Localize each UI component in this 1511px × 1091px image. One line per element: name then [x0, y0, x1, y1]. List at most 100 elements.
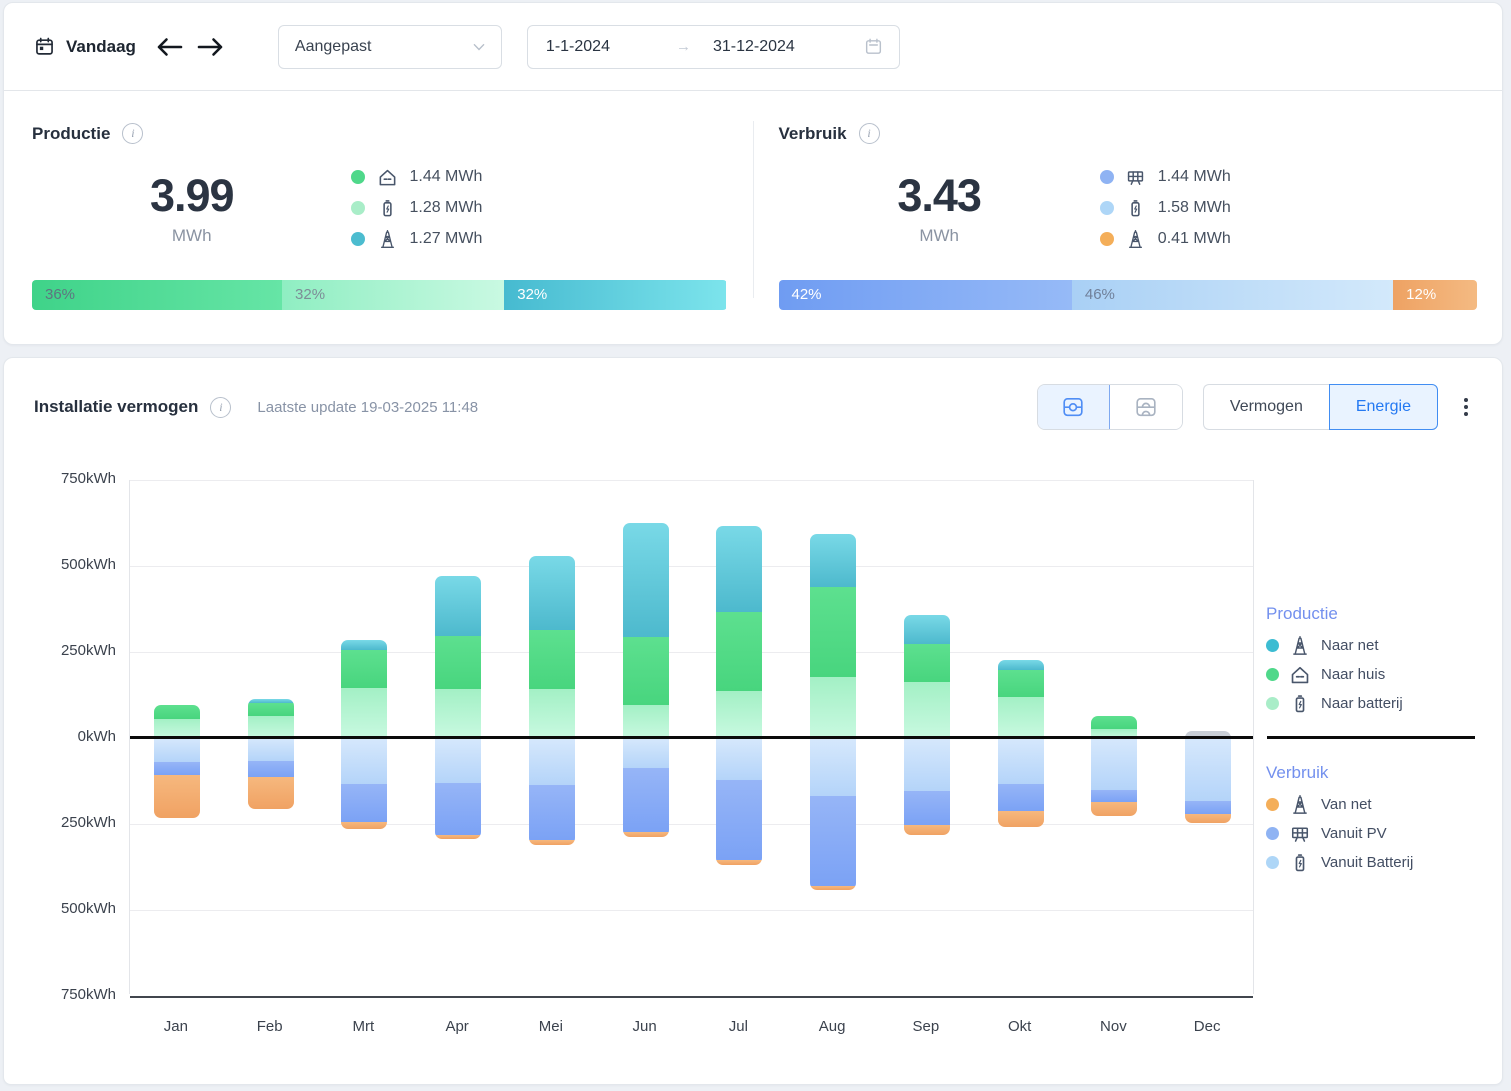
bar-segment-naar_net[interactable] [810, 534, 856, 587]
bar-segment-vanuit_pv[interactable] [435, 783, 481, 835]
vermogen-button[interactable]: Vermogen [1203, 384, 1329, 430]
bar-segment-naar_huis[interactable] [716, 612, 762, 691]
legend-item-naar-huis[interactable]: Naar huis [1266, 660, 1481, 689]
bar-segment-naar_huis[interactable] [248, 703, 294, 716]
bar-segment-vanuit_pv[interactable] [154, 762, 200, 775]
legend-item-vanuit-batterij[interactable]: Vanuit Batterij [1266, 848, 1481, 877]
date-range-picker[interactable]: 1-1-2024 → 31-12-2024 [527, 25, 900, 69]
info-icon[interactable]: i [859, 123, 880, 144]
consumption-bar-jun[interactable] [623, 738, 669, 837]
bar-segment-naar_net[interactable] [529, 556, 575, 631]
bar-segment-vanuit_pv[interactable] [904, 791, 950, 825]
bar-segment-vanuit_batterij[interactable] [810, 738, 856, 796]
bar-segment-vanuit_batterij[interactable] [904, 738, 950, 791]
production-bar-aug[interactable] [810, 534, 856, 738]
bar-segment-van_net[interactable] [154, 775, 200, 818]
production-bar-jan[interactable] [154, 705, 200, 738]
bar-segment-vanuit_pv[interactable] [1185, 801, 1231, 814]
legend-item-van-net[interactable]: Van net [1266, 790, 1481, 819]
bar-segment-naar_batterij[interactable] [716, 691, 762, 738]
bar-segment-naar_huis[interactable] [1091, 716, 1137, 729]
bar-segment-naar_net[interactable] [716, 526, 762, 611]
production-bar-okt[interactable] [998, 660, 1044, 738]
consumption-bar-apr[interactable] [435, 738, 481, 839]
bar-segment-naar_net[interactable] [998, 660, 1044, 670]
consumption-bar-jul[interactable] [716, 738, 762, 865]
bar-segment-van_net[interactable] [623, 832, 669, 836]
today-label[interactable]: Vandaag [66, 37, 136, 57]
legend-item-naar-batterij[interactable]: Naar batterij [1266, 689, 1481, 718]
energie-button[interactable]: Energie [1329, 384, 1438, 430]
consumption-bar-okt[interactable] [998, 738, 1044, 827]
combined-view-button[interactable] [1038, 385, 1110, 429]
range-preset-select[interactable]: Aangepast [278, 25, 502, 69]
bar-segment-naar_batterij[interactable] [998, 697, 1044, 738]
bar-segment-van_net[interactable] [810, 886, 856, 890]
bar-segment-vanuit_batterij[interactable] [154, 738, 200, 762]
bar-segment-vanuit_pv[interactable] [1091, 790, 1137, 802]
bar-segment-naar_batterij[interactable] [623, 705, 669, 738]
bar-segment-van_net[interactable] [1185, 814, 1231, 823]
bar-segment-naar_huis[interactable] [904, 644, 950, 682]
bar-segment-naar_huis[interactable] [810, 587, 856, 677]
bar-segment-naar_huis[interactable] [529, 630, 575, 688]
bar-segment-naar_batterij[interactable] [529, 689, 575, 738]
bar-segment-naar_batterij[interactable] [248, 716, 294, 738]
bar-segment-vanuit_batterij[interactable] [716, 738, 762, 780]
consumption-bar-jan[interactable] [154, 738, 200, 818]
info-icon[interactable]: i [210, 397, 231, 418]
bar-segment-vanuit_batterij[interactable] [248, 738, 294, 761]
more-options-menu[interactable] [1460, 394, 1472, 420]
bar-segment-naar_huis[interactable] [998, 670, 1044, 697]
bar-segment-vanuit_batterij[interactable] [435, 738, 481, 783]
bar-segment-van_net[interactable] [1091, 802, 1137, 816]
info-icon[interactable]: i [122, 123, 143, 144]
bar-segment-naar_batterij[interactable] [904, 682, 950, 738]
split-view-button[interactable] [1110, 385, 1182, 429]
bar-segment-naar_huis[interactable] [341, 650, 387, 689]
bar-segment-naar_huis[interactable] [623, 637, 669, 705]
next-period-button[interactable] [197, 36, 224, 58]
bar-segment-naar_batterij[interactable] [810, 677, 856, 738]
bar-segment-van_net[interactable] [341, 822, 387, 830]
consumption-bar-mrt[interactable] [341, 738, 387, 829]
bar-segment-naar_batterij[interactable] [435, 689, 481, 738]
consumption-bar-mei[interactable] [529, 738, 575, 845]
production-bar-nov[interactable] [1091, 716, 1137, 738]
previous-period-button[interactable] [156, 36, 183, 58]
bar-segment-van_net[interactable] [529, 840, 575, 844]
bar-segment-vanuit_batterij[interactable] [623, 738, 669, 768]
bar-segment-vanuit_pv[interactable] [529, 785, 575, 840]
bar-segment-naar_net[interactable] [623, 523, 669, 637]
consumption-bar-dec[interactable] [1185, 738, 1231, 823]
production-bar-jul[interactable] [716, 526, 762, 738]
bar-segment-vanuit_batterij[interactable] [1185, 738, 1231, 801]
bar-segment-van_net[interactable] [435, 835, 481, 839]
bar-segment-vanuit_pv[interactable] [341, 784, 387, 822]
bar-segment-naar_net[interactable] [435, 576, 481, 636]
consumption-bar-feb[interactable] [248, 738, 294, 809]
bar-segment-naar_batterij[interactable] [341, 688, 387, 738]
bar-segment-naar_huis[interactable] [154, 705, 200, 719]
date-from-value[interactable]: 1-1-2024 [546, 38, 610, 56]
consumption-bar-nov[interactable] [1091, 738, 1137, 816]
bar-segment-vanuit_batterij[interactable] [1091, 738, 1137, 790]
bar-segment-van_net[interactable] [904, 825, 950, 835]
bar-segment-vanuit_pv[interactable] [810, 796, 856, 885]
bar-segment-vanuit_pv[interactable] [716, 780, 762, 860]
date-to-value[interactable]: 31-12-2024 [713, 38, 795, 56]
bar-segment-vanuit_pv[interactable] [623, 768, 669, 832]
bar-segment-vanuit_batterij[interactable] [998, 738, 1044, 784]
bar-segment-vanuit_batterij[interactable] [341, 738, 387, 784]
production-bar-mrt[interactable] [341, 640, 387, 738]
bar-segment-vanuit_batterij[interactable] [529, 738, 575, 785]
legend-item-naar-net[interactable]: Naar net [1266, 631, 1481, 660]
bar-segment-naar_net[interactable] [904, 615, 950, 644]
consumption-bar-sep[interactable] [904, 738, 950, 835]
production-bar-feb[interactable] [248, 699, 294, 738]
bar-segment-van_net[interactable] [716, 860, 762, 864]
bar-segment-vanuit_pv[interactable] [248, 761, 294, 776]
legend-item-vanuit-pv[interactable]: Vanuit PV [1266, 819, 1481, 848]
bar-segment-naar_huis[interactable] [435, 636, 481, 690]
production-bar-sep[interactable] [904, 615, 950, 738]
